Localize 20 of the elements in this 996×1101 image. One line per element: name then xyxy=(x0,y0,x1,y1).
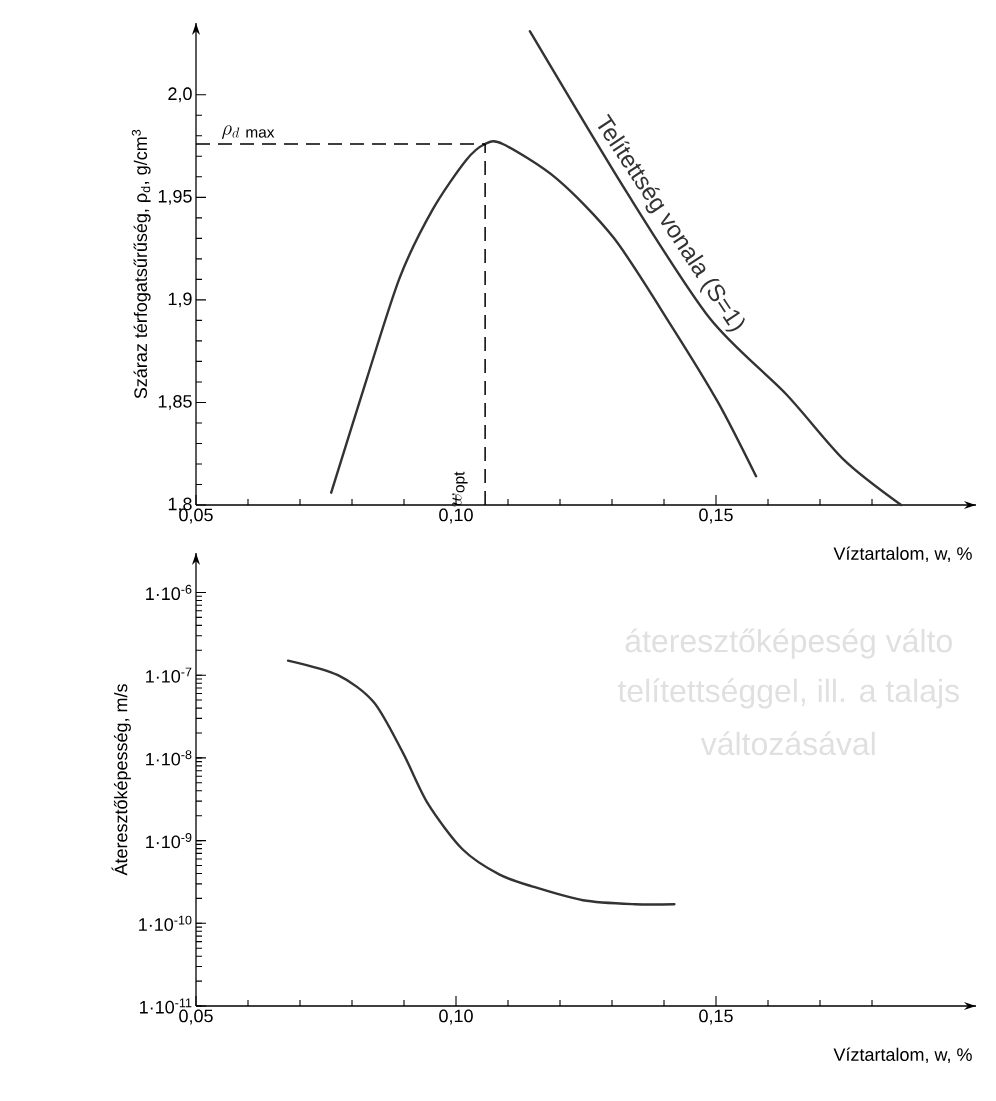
x-tick-label: 0,10 xyxy=(439,1009,473,1025)
y-tick-label: 1·10$^{-7}$ xyxy=(146,667,192,683)
x-tick-label: 0,10 xyxy=(439,508,473,524)
y-tick-label: 1·10$^{-9}$ xyxy=(146,832,192,849)
x-axis-title: Víztartalom, w, % xyxy=(833,546,972,563)
y-tick-label: 1,9 xyxy=(168,292,192,308)
y-axis-title: Száraz térfogatsűrűség, ρ$_{d}$, g/cm$^{3}$ xyxy=(131,129,151,399)
line-series xyxy=(528,29,903,507)
ref-line-label: $\rho_{d\ \mathrm{max}}$ xyxy=(222,125,275,139)
ref-line-label: $w_{\mathrm{opt}}$ xyxy=(452,471,468,507)
x-axis-title: Víztartalom, w, % xyxy=(833,1047,972,1064)
y-tick-label: 1,95 xyxy=(158,189,192,205)
y-tick-label: 1·10$^{-10}$ xyxy=(139,915,192,931)
x-tick-label: 0,15 xyxy=(699,1009,733,1025)
x-tick-label: 0,15 xyxy=(699,508,733,524)
y-tick-label: 1,85 xyxy=(158,395,192,410)
y-tick-label: 2,0 xyxy=(168,87,192,103)
y-tick-label: 1·10$^{-8}$ xyxy=(146,750,192,766)
y-axis-title: Áteresztőképesség, m/s xyxy=(111,684,131,876)
y-tick-label: 1·10$^{-6}$ xyxy=(146,584,192,601)
